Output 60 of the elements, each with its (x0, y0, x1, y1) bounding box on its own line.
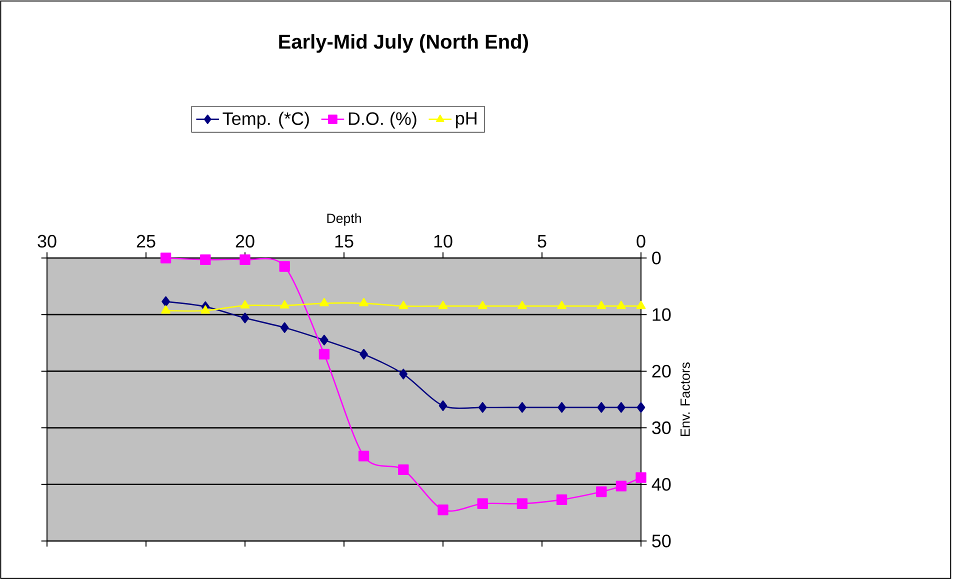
point (616, 300, 626, 310)
point (596, 300, 606, 310)
point (240, 254, 250, 266)
point (160, 252, 172, 264)
point (438, 300, 448, 310)
point (398, 464, 409, 476)
x-axis-title: Depth (327, 213, 361, 226)
y-tick-label: 20 (652, 364, 671, 378)
point (597, 402, 606, 413)
y-tick-label: 0 (652, 252, 661, 264)
point (280, 322, 289, 333)
point (320, 334, 328, 346)
point (557, 300, 566, 310)
y-tick-label: 50 (652, 534, 671, 548)
point (478, 300, 488, 310)
legend-label: pH (456, 112, 476, 128)
legend-label: D.O. (%) (348, 112, 416, 129)
point (240, 312, 250, 324)
x-tick-label: 5 (538, 235, 546, 248)
point (616, 480, 627, 492)
point (319, 298, 329, 306)
point (280, 300, 290, 309)
x-tick-label: 20 (236, 234, 254, 248)
chart-title: Early-Mid July (North End) (279, 34, 528, 53)
point (399, 368, 408, 380)
point (518, 402, 526, 413)
x-tick-label: 10 (434, 234, 452, 248)
point (556, 494, 568, 506)
point (636, 402, 646, 413)
y-tick-label: 30 (652, 421, 671, 434)
point (636, 472, 646, 483)
point (558, 402, 566, 413)
point (162, 296, 170, 307)
point (358, 450, 370, 462)
point (200, 254, 211, 266)
point (200, 305, 210, 314)
point (360, 348, 368, 360)
point (636, 300, 646, 310)
point (318, 348, 330, 360)
point (398, 300, 408, 310)
x-tick-label: 0 (636, 234, 646, 248)
x-tick-label: 15 (335, 235, 354, 248)
y-axis-title: Env. Factors (680, 362, 690, 436)
point (477, 498, 488, 509)
point (517, 300, 527, 310)
point (359, 298, 369, 306)
point (596, 486, 607, 498)
x-tick-label: 30 (38, 234, 56, 248)
y-tick-label: 10 (652, 308, 671, 321)
point (617, 402, 626, 413)
point (161, 305, 171, 314)
point (516, 498, 528, 509)
legend-label: Temp. (*C) (222, 112, 309, 129)
point (478, 402, 487, 413)
point (240, 300, 250, 309)
point (438, 400, 448, 412)
x-tick-label: 25 (136, 234, 156, 248)
y-tick-label: 40 (652, 478, 671, 491)
point (279, 261, 290, 272)
point (438, 504, 448, 516)
